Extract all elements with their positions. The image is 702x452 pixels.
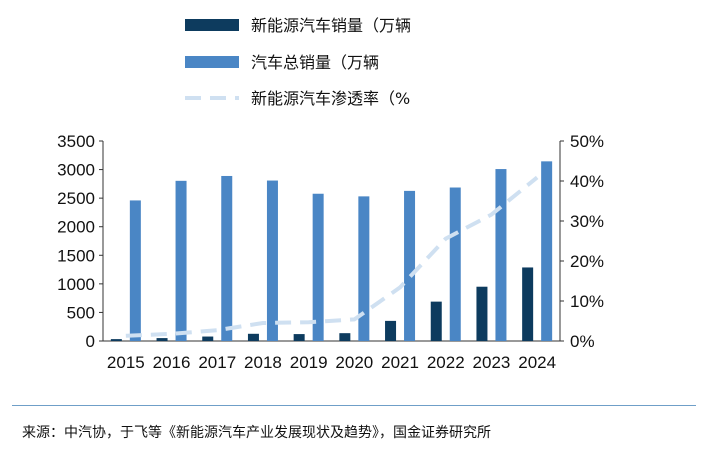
x-tick-label: 2017 [198, 353, 236, 372]
total-sales-bar-2023 [495, 169, 507, 341]
x-tick-labels: 2015 2016 2017 2018 2019 2020 2021 2022 2023 2024 [107, 353, 556, 372]
source-note: 来源：中汽协，于飞等《新能源汽车产业发展现状及趋势》，国金证券研究所 [22, 425, 491, 441]
x-tick-label: 2019 [290, 353, 328, 372]
y-tick-label-left: 500 [67, 303, 95, 322]
nev-sales-bar-2015 [110, 339, 122, 341]
penetration-line [125, 175, 539, 338]
y-tick-label-left: 3500 [57, 132, 95, 151]
legend-swatch [185, 19, 239, 31]
x-tick-label: 2022 [427, 353, 465, 372]
total-sales-bar-2018 [266, 180, 278, 341]
nev-sales-bar-2017 [202, 336, 214, 341]
nev-sales-bar-2024 [522, 267, 534, 341]
x-tick-label: 2020 [335, 353, 373, 372]
total-sales-bar-2024 [541, 161, 553, 341]
total-sales-bar-2020 [358, 196, 370, 341]
y-tick-label-left: 0 [86, 332, 95, 351]
divider [12, 405, 696, 406]
nev-sales-bar-2018 [247, 333, 259, 341]
y-tick-label-right: 0% [570, 332, 595, 351]
total-sales-bar-2021 [404, 190, 416, 341]
y-tick-label-left: 2500 [57, 189, 95, 208]
y-tick-label-left: 1000 [57, 275, 95, 294]
y-tick-label-left: 3000 [57, 161, 95, 180]
legend-label: 新能源汽车销量（万辆 [251, 16, 411, 35]
nev-sales-bar-2023 [476, 286, 488, 341]
penetration-series-line [125, 175, 539, 338]
nev-sales-bar-2020 [339, 333, 351, 341]
axes: 0 500 1000 1500 2000 2500 3000 3500 0% 10% 20% 30% 4… [57, 132, 604, 351]
y-tick-label-right: 20% [570, 252, 604, 271]
nev-sales-bar-2021 [385, 320, 397, 341]
x-tick-label: 2016 [153, 353, 191, 372]
y-tick-label-right: 50% [570, 132, 604, 151]
x-tick-label: 2024 [518, 353, 556, 372]
nev-sales-bar-2019 [293, 334, 305, 341]
y-tick-label-right: 10% [570, 292, 604, 311]
total-sales-bar-2019 [312, 193, 324, 341]
legend-label: 汽车总销量（万辆 [251, 53, 379, 72]
total-sales-bar-2022 [449, 187, 461, 341]
y-tick-label-right: 30% [570, 212, 604, 231]
x-tick-label: 2023 [473, 353, 511, 372]
legend-label: 新能源汽车渗透率（% [251, 89, 410, 108]
x-tick-label: 2018 [244, 353, 282, 372]
bars [110, 161, 553, 341]
x-tick-label: 2015 [107, 353, 145, 372]
nev-sales-bar-2016 [156, 338, 168, 341]
x-tick-label: 2021 [381, 353, 419, 372]
total-sales-bar-2017 [221, 175, 233, 341]
total-sales-bar-2015 [129, 200, 141, 341]
legend-swatch [185, 56, 239, 68]
y-tick-label-left: 1500 [57, 246, 95, 265]
y-tick-label-right: 40% [570, 172, 604, 191]
y-tick-label-left: 2000 [57, 218, 95, 237]
nev-sales-bar-2022 [430, 301, 442, 341]
total-sales-bar-2016 [175, 180, 187, 341]
